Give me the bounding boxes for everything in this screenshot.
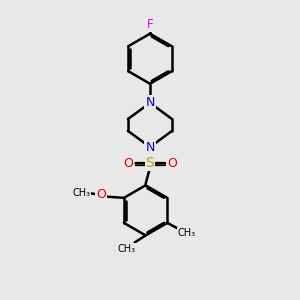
Text: CH₃: CH₃: [117, 244, 136, 254]
Text: F: F: [147, 18, 153, 32]
Text: S: S: [146, 156, 154, 170]
Text: O: O: [96, 188, 106, 201]
Text: CH₃: CH₃: [178, 228, 196, 238]
Text: CH₃: CH₃: [72, 188, 91, 197]
Text: O: O: [167, 157, 177, 170]
Text: N: N: [145, 141, 155, 154]
Text: N: N: [145, 96, 155, 110]
Text: O: O: [123, 157, 133, 170]
